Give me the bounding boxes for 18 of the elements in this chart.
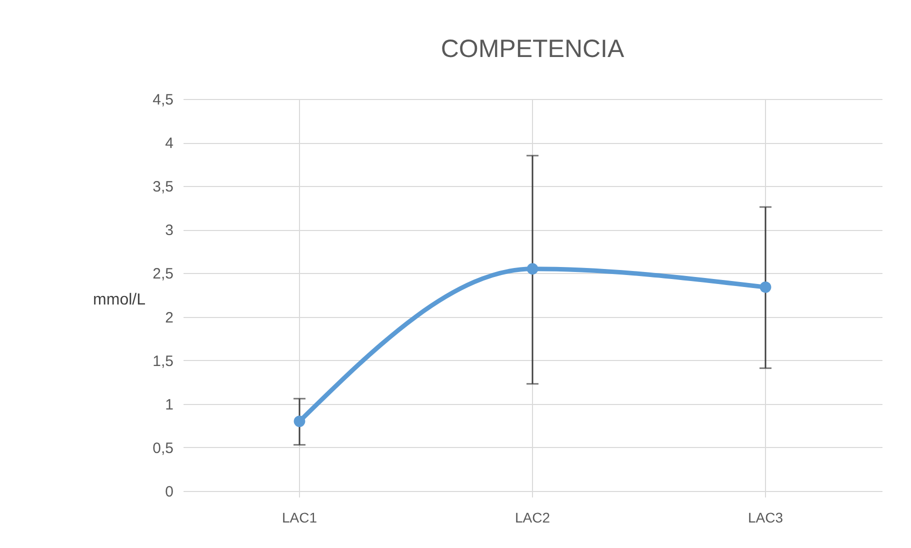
x-tick-label: LAC3 <box>748 510 784 526</box>
point <box>526 263 538 275</box>
y-tick-label: 4 <box>165 135 174 152</box>
y-tick-label: 3,5 <box>152 178 174 196</box>
y-tick-label: 1 <box>165 396 174 414</box>
point <box>760 281 772 293</box>
y-tick-label: 4,5 <box>152 92 174 108</box>
y-tick-label: 0,5 <box>152 440 174 457</box>
y-tick-label: 2,5 <box>152 266 174 283</box>
x-tick-label: LAC2 <box>514 510 550 526</box>
point <box>294 416 306 427</box>
y-tick-label: 2 <box>165 309 174 326</box>
y-tick-label: 3 <box>165 222 174 240</box>
chart-title: COMPETENCIA <box>440 35 624 63</box>
y-axis-title: mmol/L <box>93 292 146 308</box>
x-tick-label: LAC1 <box>282 510 318 526</box>
y-tick-label: 1,5 <box>152 352 174 370</box>
y-tick-label: 0 <box>165 484 174 500</box>
